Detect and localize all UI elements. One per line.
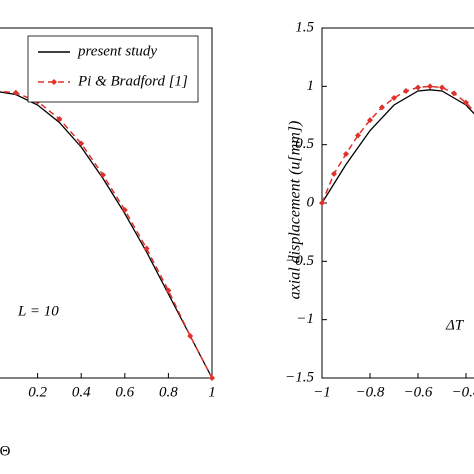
y-tick-label: 1 <box>307 78 315 94</box>
x-tick-label: −0.4 <box>452 384 474 400</box>
legend-box <box>27 35 199 103</box>
annotation: ΔT <box>445 317 465 333</box>
series-line <box>0 90 213 379</box>
x-tick-label: 0.6 <box>115 384 134 400</box>
data-point <box>209 375 215 381</box>
data-point <box>78 140 85 147</box>
y-axis-label: axial displacement (u[mm]) <box>287 121 304 300</box>
x-tick-label: −1 <box>313 384 331 400</box>
x-tick-label: 0.4 <box>72 384 91 400</box>
data-point <box>463 99 469 106</box>
series-line <box>0 91 213 379</box>
data-point <box>439 84 445 91</box>
data-point <box>165 287 172 294</box>
x-tick-label: −0.8 <box>356 384 385 400</box>
data-point <box>415 84 421 91</box>
x-tick-label: 0.2 <box>28 384 47 400</box>
y-tick-label: 1.5 <box>295 19 314 35</box>
x-axis-label: Θ <box>0 443 11 459</box>
data-point <box>403 88 409 94</box>
plot-frame <box>0 27 213 379</box>
series-line <box>321 85 474 204</box>
x-tick-label: −0.6 <box>404 384 433 400</box>
data-point <box>343 151 349 157</box>
annotation: L = 10 <box>17 303 59 319</box>
series-line <box>321 89 474 204</box>
x-tick-label: 0.8 <box>159 384 178 400</box>
y-tick-label: 0 <box>307 194 315 210</box>
data-point <box>187 333 194 339</box>
data-point <box>143 245 150 252</box>
data-point <box>355 132 361 139</box>
data-point <box>379 104 385 111</box>
y-tick-label: 0.5 <box>295 136 314 152</box>
legend-marker <box>51 79 57 85</box>
data-point <box>56 116 63 122</box>
data-point <box>427 83 433 90</box>
data-point <box>391 95 397 101</box>
legend-label: Pi & Bradford [1] <box>77 73 188 89</box>
data-point <box>451 90 457 97</box>
data-point <box>319 200 325 206</box>
data-point <box>367 117 373 124</box>
legend-label: present study <box>77 43 157 59</box>
data-point <box>331 170 337 177</box>
x-tick-label: 1 <box>208 384 216 400</box>
data-point <box>12 89 19 96</box>
y-tick-label: −0.5 <box>285 253 314 269</box>
y-tick-label: −1 <box>296 311 314 327</box>
data-point <box>100 172 106 178</box>
y-tick-label: −1.5 <box>285 369 314 385</box>
data-point <box>121 207 128 213</box>
